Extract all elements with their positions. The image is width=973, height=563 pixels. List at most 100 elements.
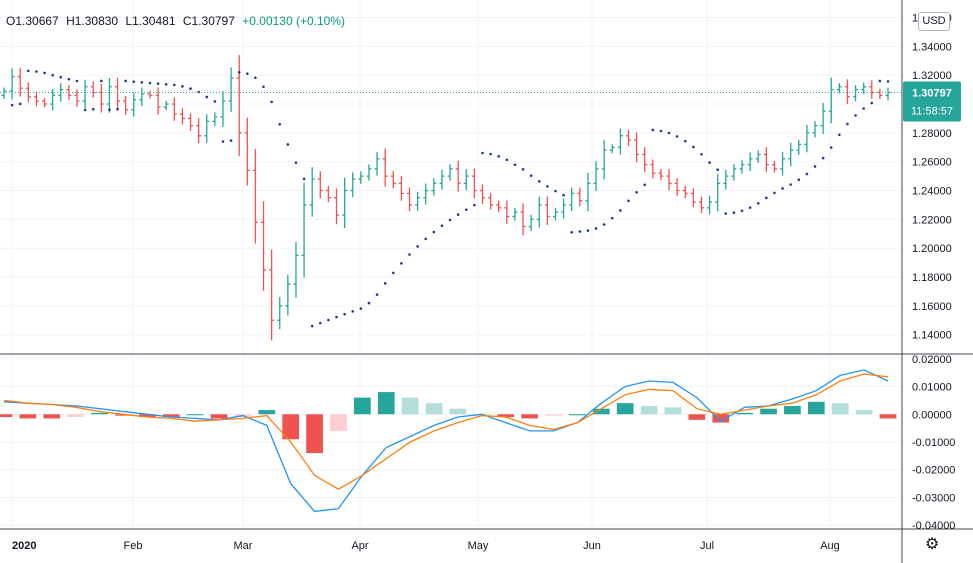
psar-dot — [700, 152, 703, 156]
ohlc-bar — [877, 88, 883, 100]
psar-dot — [481, 151, 484, 155]
psar-dot — [262, 85, 265, 89]
ohlc-bar — [471, 168, 477, 199]
ohlc-bar — [650, 159, 656, 179]
x-tick-label: Aug — [820, 540, 840, 552]
psar-dot — [870, 101, 874, 105]
macd-hist-bar — [91, 412, 108, 415]
macd-hist-bar — [760, 408, 777, 415]
psar-dot — [213, 100, 217, 103]
ohlc-bar — [415, 191, 421, 211]
psar-dot — [708, 161, 711, 164]
macd-histogram — [0, 392, 897, 454]
ohlc-bar — [747, 152, 753, 172]
macd-hist-bar — [377, 392, 395, 415]
ohlc-bar — [674, 178, 680, 196]
open-value: O1.30667 — [6, 14, 59, 28]
ohlc-bar — [771, 161, 777, 173]
psar-dot — [756, 201, 760, 205]
psar-dot — [643, 183, 646, 187]
ohlc-bar — [861, 82, 867, 94]
psar-dot — [91, 107, 95, 111]
psar-dot — [537, 180, 541, 183]
psar-dot — [651, 128, 655, 132]
psar-dot — [270, 100, 273, 104]
ohlc-bar — [512, 208, 518, 221]
ohlc-bar — [285, 274, 291, 316]
macd-hist-bar — [210, 414, 228, 419]
ohlc-bar — [139, 87, 145, 107]
x-tick-label: Jul — [700, 540, 714, 552]
psar-dot — [513, 163, 517, 167]
ohlc-bar — [536, 196, 542, 228]
signal-line — [3, 373, 889, 490]
psar-dot — [375, 293, 379, 296]
ohlc-bar — [42, 98, 48, 108]
psar-dot — [878, 79, 882, 83]
psar-dot — [132, 80, 136, 83]
psar-dot — [229, 139, 233, 142]
psar-dot — [286, 143, 290, 146]
psar-dot — [18, 102, 22, 106]
macd-hist-bar — [640, 405, 658, 415]
ohlc-bar — [220, 91, 226, 127]
y-tick-label: 1.22000 — [912, 214, 952, 226]
ohlc-bar — [25, 82, 31, 103]
psar-dot — [578, 230, 582, 233]
psar-dot — [740, 209, 744, 213]
ohlc-bar — [585, 172, 591, 212]
psar-dot — [505, 158, 509, 162]
psar-dot — [675, 135, 679, 138]
macd-hist-bar — [712, 414, 730, 423]
ohlc-bar — [836, 83, 842, 94]
low-value: L1.30481 — [125, 14, 176, 28]
ohlc-bar — [309, 167, 315, 217]
macd-hist-bar — [569, 414, 586, 416]
psar-dot — [43, 71, 46, 75]
psar-dot — [635, 191, 638, 194]
psar-dot — [594, 227, 598, 230]
gear-icon[interactable]: ⚙ — [925, 536, 940, 553]
y-tick-label: 1.34000 — [912, 41, 952, 53]
ohlc-bar — [350, 172, 356, 198]
macd-y-tick-label: -0.04000 — [912, 520, 955, 532]
currency-button[interactable]: USD — [918, 12, 950, 31]
psar-dot — [246, 72, 249, 75]
ohlc-bar — [277, 296, 283, 330]
ohlc-bar — [731, 164, 737, 181]
x-tick-label: Apr — [351, 540, 368, 552]
psar-dot — [254, 76, 257, 80]
ohlc-bar — [204, 114, 210, 143]
psar-dot — [10, 103, 14, 107]
ohlc-bar — [812, 121, 818, 138]
psar-dot — [724, 212, 728, 215]
psar-dot — [456, 213, 460, 216]
ohlc-bar — [90, 81, 96, 98]
psar-dot — [432, 230, 436, 234]
ohlc-bar — [382, 148, 388, 187]
ohlc-bar — [74, 89, 80, 108]
macd-hist-bar — [354, 397, 371, 415]
price-badge-value: 1.30797 — [912, 88, 952, 100]
ohlc-bar — [723, 169, 729, 190]
ohlc-bar — [33, 91, 39, 107]
y-tick-label: 1.32000 — [912, 70, 952, 82]
psar-dot — [489, 152, 492, 156]
ohlc-bar — [212, 112, 218, 127]
ohlc-bar — [390, 170, 396, 189]
psar-dot — [813, 165, 817, 168]
ohlc-bar — [171, 97, 177, 121]
x-tick-label: Jun — [583, 540, 601, 552]
ohlc-bar — [50, 89, 56, 111]
ohlc-bar — [755, 150, 761, 163]
macd-hist-bar — [592, 408, 610, 415]
macd-y-tick-label: -0.01000 — [912, 437, 955, 449]
macd-y-tick-label: 0.02000 — [912, 354, 952, 366]
psar-dot — [343, 312, 346, 316]
psar-dot — [359, 307, 363, 310]
psar-dot — [100, 79, 103, 83]
psar-dot — [294, 161, 298, 164]
y-tick-label: 1.24000 — [912, 186, 952, 198]
y-tick-label: 1.28000 — [912, 128, 952, 140]
